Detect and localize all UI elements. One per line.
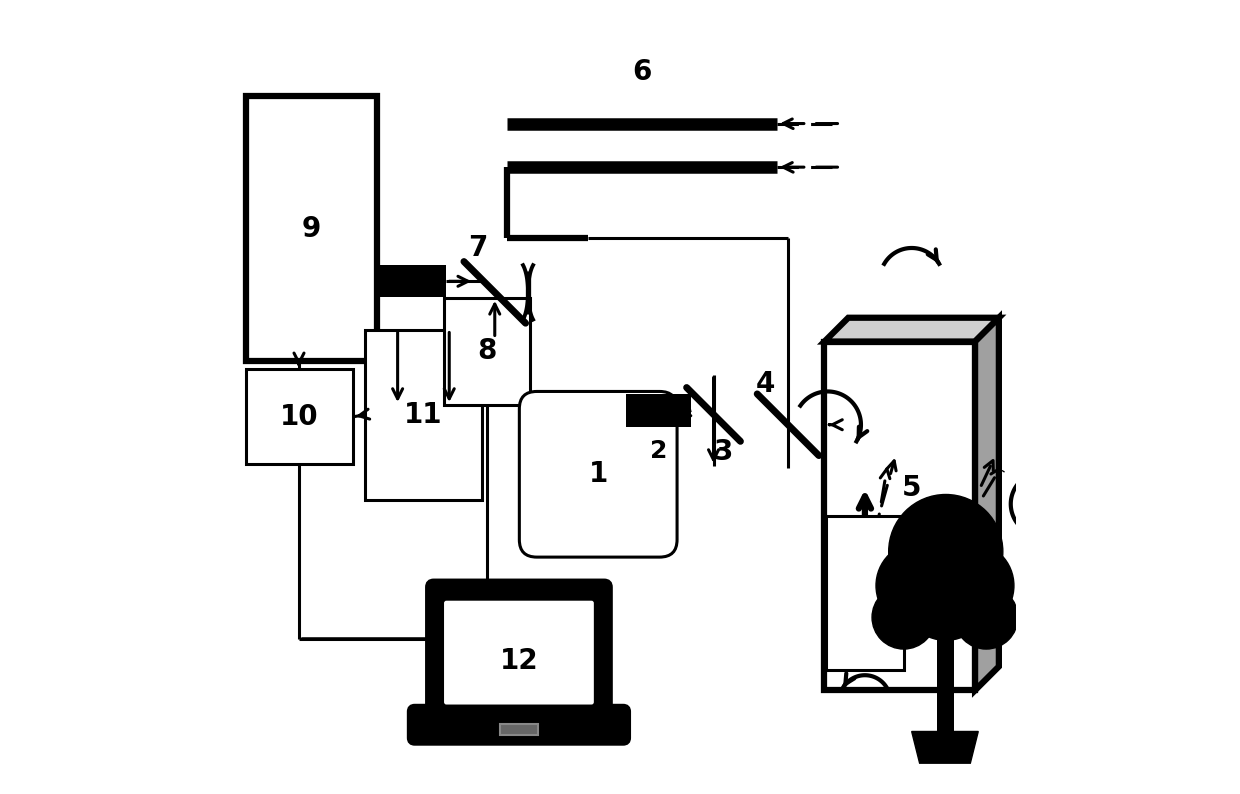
Text: 9: 9 [301,214,321,243]
Bar [246,369,353,464]
FancyBboxPatch shape [444,601,594,704]
Polygon shape [975,318,999,690]
Circle shape [875,542,963,629]
Bar [365,330,482,500]
Bar [377,265,446,297]
Polygon shape [825,318,999,341]
Bar [826,516,904,670]
Text: 5: 5 [901,474,921,502]
Text: 7: 7 [467,234,487,262]
Bar [500,723,538,734]
Circle shape [926,542,1014,629]
Bar [246,96,377,361]
Text: 4: 4 [756,369,775,398]
Text: 1: 1 [589,461,608,488]
Text: 10: 10 [280,403,319,431]
FancyBboxPatch shape [428,582,610,719]
Circle shape [889,495,1003,609]
Text: 2: 2 [650,439,667,463]
Bar [626,394,692,427]
FancyBboxPatch shape [520,391,677,557]
Text: 8: 8 [477,337,496,365]
Bar [937,628,955,731]
Text: 3: 3 [713,438,733,467]
Text: 12: 12 [500,647,538,675]
Text: 6: 6 [632,58,652,86]
FancyBboxPatch shape [410,707,627,742]
Circle shape [872,586,935,649]
Circle shape [955,586,1018,649]
Circle shape [903,553,990,640]
Bar [825,341,975,690]
Polygon shape [911,731,978,763]
Bar [444,298,529,405]
Text: 11: 11 [404,401,443,429]
